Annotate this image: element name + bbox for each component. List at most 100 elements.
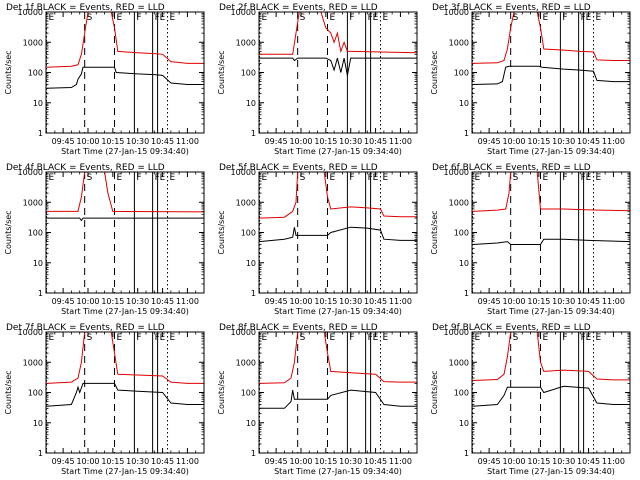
panel-title: Det 8f BLACK = Events, RED = LLD <box>219 323 378 333</box>
marker-label: E <box>49 173 55 183</box>
panel-title: Det 9f BLACK = Events, RED = LLD <box>432 323 591 333</box>
x-tick-label: 09:45 <box>52 137 75 146</box>
y-tick-label: 1 <box>464 129 469 138</box>
events-series-line <box>259 226 417 243</box>
plot-frame <box>45 171 205 294</box>
x-tick-label: 11:00 <box>602 457 625 466</box>
marker-label: E <box>160 13 166 23</box>
x-tick-label: 10:00 <box>289 457 312 466</box>
panel-title: Det 7f BLACK = Events, RED = LLD <box>6 323 165 333</box>
y-tick-label: 10000 <box>444 328 469 337</box>
x-tick-label: 09:45 <box>265 457 288 466</box>
marker-label: F <box>136 173 141 183</box>
marker-label: E <box>262 173 268 183</box>
x-axis-label: Start Time (27-Jan-15 09:34:40) <box>61 307 189 316</box>
y-axis-label: Counts/sec <box>217 370 226 414</box>
panel-title: Det 6f BLACK = Events, RED = LLD <box>432 163 591 173</box>
y-tick-label: 10 <box>33 259 43 268</box>
y-tick-label: 1 <box>38 289 43 298</box>
y-tick-label: 1 <box>251 289 256 298</box>
plot-frame <box>471 171 631 294</box>
y-axis-label: Counts/sec <box>430 210 439 254</box>
y-axis-label: Counts/sec <box>4 370 13 414</box>
marker-label: E <box>262 333 268 343</box>
marker-label: E <box>160 333 166 343</box>
x-tick-label: 10:00 <box>502 297 525 306</box>
detector-panel: Det 6f BLACK = Events, RED = LLD Counts/s… <box>430 163 631 316</box>
x-tick-label: 10:30 <box>339 457 362 466</box>
y-tick-label: 10000 <box>444 168 469 177</box>
plot-frame <box>258 171 418 294</box>
x-tick-label: 11:00 <box>176 297 199 306</box>
marker-label: E <box>117 173 123 183</box>
y-tick-label: 1000 <box>449 358 469 367</box>
marker-label: F <box>562 13 567 23</box>
y-tick-label: 1 <box>251 129 256 138</box>
x-axis-label: Start Time (27-Jan-15 09:34:40) <box>61 147 189 156</box>
marker-label: E <box>586 13 592 23</box>
events-series-line <box>46 217 204 222</box>
x-tick-label: 10:45 <box>364 137 387 146</box>
y-tick-label: 10 <box>459 259 469 268</box>
x-tick-label: 10:30 <box>126 137 149 146</box>
x-tick-label: 10:30 <box>552 457 575 466</box>
x-tick-label: 11:00 <box>389 137 412 146</box>
x-axis-label: Start Time (27-Jan-15 09:34:40) <box>487 307 615 316</box>
y-tick-label: 1000 <box>236 358 256 367</box>
marker-label: E <box>262 13 268 23</box>
y-tick-label: 100 <box>241 229 256 238</box>
lld-series-line <box>46 332 204 384</box>
y-tick-label: 10000 <box>18 328 43 337</box>
y-axis-label: Counts/sec <box>4 210 13 254</box>
marker-label: S <box>87 173 93 183</box>
x-tick-label: 11:00 <box>176 457 199 466</box>
x-tick-label: 11:00 <box>389 457 412 466</box>
lld-series-line <box>472 172 630 212</box>
x-tick-label: 10:00 <box>76 137 99 146</box>
y-tick-label: 1000 <box>236 38 256 47</box>
y-tick-label: 100 <box>28 229 43 238</box>
y-axis-label: Counts/sec <box>430 370 439 414</box>
marker-label: E <box>475 13 481 23</box>
x-tick-label: 10:30 <box>552 297 575 306</box>
detector-panel: Det 7f BLACK = Events, RED = LLD Counts/s… <box>4 323 205 476</box>
x-tick-label: 10:15 <box>314 137 337 146</box>
x-tick-label: 10:45 <box>577 297 600 306</box>
lld-series-line <box>259 12 417 55</box>
marker-label: F <box>562 173 567 183</box>
x-tick-label: 09:45 <box>478 297 501 306</box>
y-tick-label: 100 <box>28 389 43 398</box>
x-tick-label: 10:00 <box>76 297 99 306</box>
marker-label: E <box>330 333 336 343</box>
marker-label: F <box>349 173 354 183</box>
x-tick-label: 10:45 <box>577 457 600 466</box>
panel-title: Det 3f BLACK = Events, RED = LLD <box>432 3 591 13</box>
y-tick-label: 100 <box>454 389 469 398</box>
events-series-line <box>259 57 417 76</box>
marker-label: E <box>117 13 123 23</box>
x-tick-label: 10:30 <box>339 297 362 306</box>
marker-label: F <box>562 333 567 343</box>
lld-series-line <box>259 172 417 219</box>
marker-label: F <box>349 333 354 343</box>
marker-label: S <box>87 13 93 23</box>
detector-panel: Det 1f BLACK = Events, RED = LLD Counts/s… <box>4 3 205 156</box>
x-tick-label: 10:30 <box>126 297 149 306</box>
panel-title: Det 1f BLACK = Events, RED = LLD <box>6 3 165 13</box>
marker-label: E <box>475 333 481 343</box>
y-tick-label: 100 <box>454 69 469 78</box>
marker-label: E <box>330 173 336 183</box>
events-series-line <box>46 66 204 89</box>
y-tick-label: 100 <box>454 229 469 238</box>
marker-label: S <box>513 333 519 343</box>
events-series-line <box>259 389 417 409</box>
marker-label: S <box>300 173 306 183</box>
marker-label: E <box>373 333 379 343</box>
marker-label: E <box>117 333 123 343</box>
x-tick-label: 09:45 <box>265 137 288 146</box>
x-axis-label: Start Time (27-Jan-15 09:34:40) <box>61 467 189 476</box>
y-tick-label: 100 <box>241 69 256 78</box>
x-axis-label: Start Time (27-Jan-15 09:34:40) <box>487 467 615 476</box>
lld-series-line <box>46 12 204 68</box>
detector-panel: Det 3f BLACK = Events, RED = LLD Counts/s… <box>430 3 631 156</box>
